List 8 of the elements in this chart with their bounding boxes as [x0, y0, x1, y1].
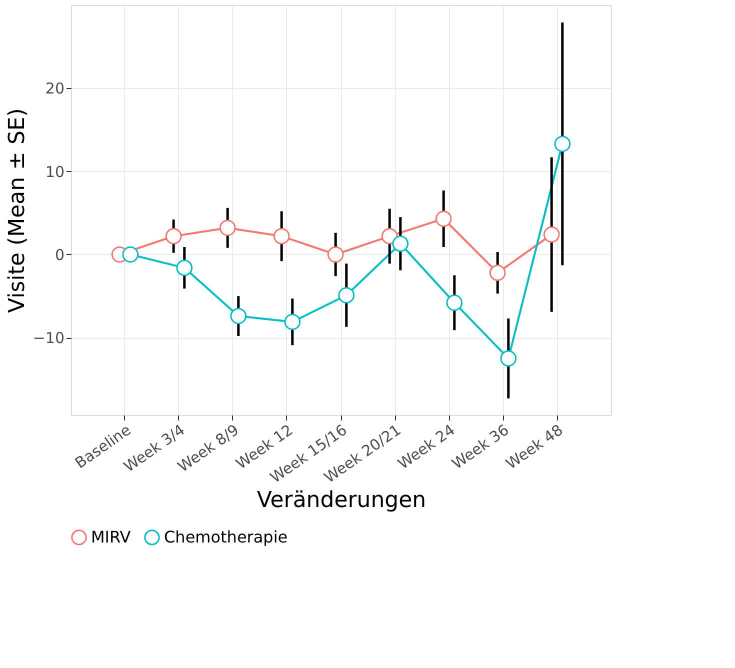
legend-label: MIRV — [91, 527, 131, 546]
legend-label: Chemotherapie — [164, 527, 288, 546]
y-tick-label: 0 — [54, 246, 64, 264]
x-axis-title: Veränderungen — [256, 488, 426, 513]
y-axis-title: Visite (Mean ± SE) — [4, 108, 30, 313]
y-tick-label: −10 — [32, 329, 64, 348]
y-tick-label: 20 — [45, 80, 64, 98]
y-tick-label: 10 — [45, 162, 64, 181]
